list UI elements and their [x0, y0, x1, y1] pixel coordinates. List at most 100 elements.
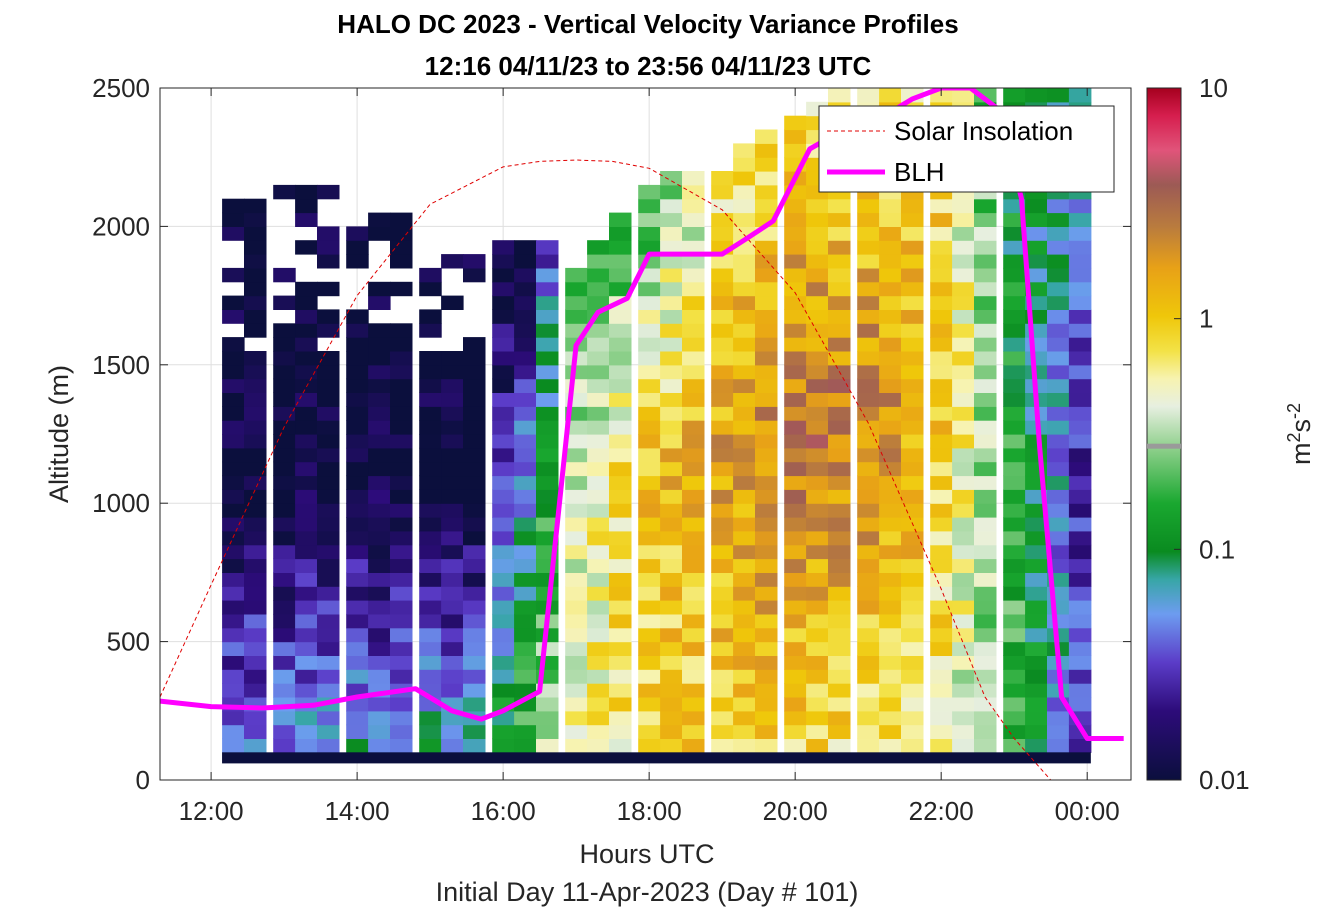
heatmap-cell: [930, 447, 953, 463]
heatmap-cell: [419, 475, 442, 490]
colorbar-marker: [1147, 443, 1181, 449]
heatmap-cell: [755, 530, 778, 546]
heatmap-cell: [733, 613, 756, 629]
heatmap-cell: [828, 489, 851, 504]
heatmap-cell: [222, 434, 245, 449]
heatmap-cell: [828, 267, 851, 283]
heatmap-cell: [463, 406, 486, 421]
heatmap-cell: [879, 420, 902, 435]
heatmap-cell: [222, 572, 245, 587]
heatmap-cell: [733, 364, 756, 380]
heatmap-cell: [222, 226, 245, 241]
heatmap-cell: [1003, 724, 1026, 739]
heatmap-cell: [317, 655, 340, 670]
heatmap-cell: [974, 88, 997, 103]
heatmap-cell: [441, 254, 464, 269]
heatmap-cell: [755, 697, 778, 712]
heatmap-cell: [901, 351, 924, 366]
heatmap-cell: [930, 613, 953, 629]
heatmap-cell: [901, 669, 924, 684]
heatmap-cell: [609, 434, 632, 449]
heatmap-cell: [390, 447, 413, 463]
heatmap-cell: [879, 724, 902, 739]
heatmap-cell: [1047, 683, 1070, 698]
heatmap-cell: [419, 406, 442, 421]
heatmap-cell: [1003, 406, 1026, 421]
heatmap-cell: [638, 697, 661, 712]
heatmap-cell: [682, 517, 705, 532]
heatmap-cell: [587, 738, 610, 753]
heatmap-cell: [930, 378, 953, 393]
heatmap-cell: [609, 489, 632, 504]
heatmap-cell: [492, 295, 515, 310]
heatmap-cell: [1025, 669, 1048, 684]
heatmap-cell: [1068, 600, 1092, 615]
heatmap-cell: [1068, 351, 1092, 366]
heatmap-cell: [346, 544, 369, 560]
heatmap-cell: [901, 281, 924, 297]
heatmap-cell: [879, 489, 902, 504]
heatmap-cell: [806, 738, 829, 753]
heatmap-cell: [609, 613, 632, 629]
heatmap-cell: [711, 295, 734, 310]
heatmap-cell: [1003, 600, 1026, 615]
heatmap-cell: [974, 198, 997, 214]
heatmap-cell: [974, 434, 997, 449]
heatmap-cell: [1047, 434, 1070, 449]
heatmap-cell: [682, 461, 705, 477]
heatmap-cell: [514, 669, 537, 684]
heatmap-cell: [711, 489, 734, 504]
heatmap-cell: [660, 392, 683, 407]
heatmap-cell: [587, 420, 610, 435]
heatmap-cell: [682, 392, 705, 407]
heatmap-cell: [828, 641, 851, 656]
heatmap-cell: [901, 295, 924, 310]
heatmap-cell: [1068, 364, 1092, 380]
heatmap-cell: [784, 669, 807, 684]
heatmap-cell: [368, 544, 391, 560]
heatmap-cell: [390, 600, 413, 615]
heatmap-cell: [901, 267, 924, 283]
heatmap-cell: [419, 586, 442, 601]
heatmap-cell: [974, 447, 997, 463]
heatmap-cell: [273, 378, 296, 393]
chart-title-line2: 12:16 04/11/23 to 23:56 04/11/23 UTC: [425, 51, 872, 81]
heatmap-cell: [273, 351, 296, 366]
heatmap-cell: [1068, 461, 1092, 477]
heatmap-cell: [930, 475, 953, 490]
heatmap-cell: [441, 295, 464, 310]
heatmap-cell: [222, 295, 245, 310]
heatmap-cell: [587, 627, 610, 643]
heatmap-cell: [1003, 212, 1026, 227]
heatmap-cell: [222, 669, 245, 684]
heatmap-cell: [733, 198, 756, 214]
heatmap-cell: [901, 378, 924, 393]
heatmap-cell: [273, 267, 296, 283]
heatmap-cell: [733, 143, 756, 158]
heatmap-cell: [419, 309, 442, 324]
heatmap-cell: [609, 461, 632, 477]
heatmap-cell: [587, 434, 610, 449]
heatmap-cell: [784, 267, 807, 283]
heatmap-cell: [1047, 337, 1070, 352]
heatmap-cell: [492, 558, 515, 573]
heatmap-cell: [879, 226, 902, 241]
heatmap-cell: [901, 198, 924, 214]
heatmap-cell: [1068, 613, 1092, 629]
heatmap-cell: [1068, 295, 1092, 310]
heatmap-cell: [492, 254, 515, 269]
heatmap-cell: [974, 337, 997, 352]
heatmap-cell: [565, 378, 588, 393]
heatmap-cell: [441, 434, 464, 449]
heatmap-cell: [784, 281, 807, 297]
heatmap-cell: [1068, 572, 1092, 587]
heatmap-cell: [711, 738, 734, 753]
heatmap-cell: [368, 351, 391, 366]
heatmap-cell: [682, 697, 705, 712]
heatmap-cell: [244, 198, 267, 214]
heatmap-cell: [587, 406, 610, 421]
heatmap-cell: [295, 212, 318, 227]
heatmap-cell: [952, 406, 975, 421]
heatmap-cell: [930, 683, 953, 698]
heatmap-cell: [609, 738, 632, 753]
